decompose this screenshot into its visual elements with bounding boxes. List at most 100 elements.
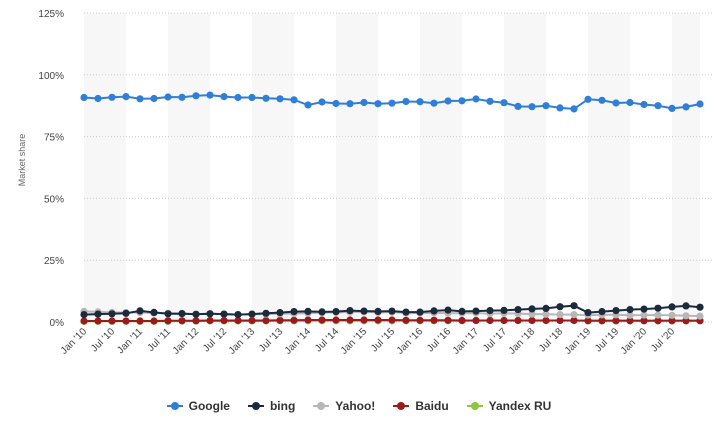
legend-item-yandex-ru[interactable]: Yandex RU (466, 399, 551, 413)
background-band (420, 13, 462, 322)
data-point (668, 317, 676, 325)
x-tick-label: Jan '16 (395, 326, 426, 357)
x-tick-label: Jul '15 (369, 326, 397, 354)
data-point (556, 303, 564, 311)
x-tick-label: Jul '20 (649, 326, 677, 354)
data-point (234, 311, 242, 319)
legend-label: Google (188, 399, 230, 413)
data-point (220, 310, 228, 318)
x-tick-label: Jan '17 (451, 326, 482, 357)
data-point (444, 97, 452, 105)
background-band (168, 13, 210, 322)
x-tick-label: Jan '14 (283, 326, 314, 357)
y-tick-label: 75% (44, 133, 64, 144)
data-point (178, 310, 186, 318)
data-point (598, 96, 606, 104)
data-point (654, 317, 662, 325)
data-point (514, 306, 522, 314)
background-band (84, 13, 126, 322)
data-point (122, 93, 130, 101)
data-point (192, 310, 200, 318)
data-point (472, 316, 480, 325)
data-point (94, 317, 102, 325)
data-point (360, 316, 368, 324)
y-tick-label: 0% (50, 318, 65, 329)
background-band (588, 13, 630, 322)
data-point (290, 308, 298, 316)
data-point (682, 312, 690, 320)
legend-item-google[interactable]: Google (166, 399, 230, 413)
data-point (318, 308, 326, 316)
data-point (290, 316, 298, 324)
data-point (402, 316, 410, 324)
x-tick-label: Jan '20 (619, 326, 650, 357)
x-tick-label: Jul '14 (313, 326, 341, 354)
data-point (626, 98, 634, 107)
data-point (276, 316, 284, 324)
data-point (486, 97, 494, 105)
x-tick-label: Jul '17 (481, 326, 509, 354)
x-tick-label: Jan '12 (171, 326, 202, 357)
legend-marker-icon (166, 401, 183, 411)
data-point (332, 308, 340, 316)
y-tick-label: 125% (38, 9, 64, 20)
data-point (332, 316, 340, 324)
legend-item-baidu[interactable]: Baidu (393, 399, 449, 413)
data-point (248, 310, 256, 318)
data-point (528, 305, 536, 313)
data-point (416, 308, 424, 316)
data-point (388, 316, 396, 324)
data-point (570, 105, 578, 113)
data-point (304, 316, 312, 324)
data-point (542, 304, 550, 312)
series-baidu (80, 316, 704, 325)
data-point (668, 303, 676, 311)
data-point (444, 316, 452, 324)
data-point (178, 317, 186, 325)
data-point (584, 95, 592, 103)
legend-item-yahoo-[interactable]: Yahoo! (313, 399, 375, 413)
y-tick-label: 100% (38, 71, 64, 82)
data-point (500, 306, 508, 314)
data-point (108, 317, 116, 325)
data-point (136, 95, 144, 103)
data-point (626, 311, 634, 319)
x-tick-label: Jul '11 (146, 326, 174, 354)
data-point (374, 100, 382, 108)
legend-label: Yahoo! (335, 399, 376, 413)
data-point (500, 316, 508, 325)
data-point (346, 316, 354, 324)
data-point (262, 316, 270, 325)
data-point (486, 316, 494, 325)
data-point (682, 317, 690, 325)
legend-label: Baidu (415, 399, 449, 413)
legend: Google bing Yahoo! Baidu Yandex RU (0, 396, 718, 416)
data-point (528, 316, 536, 325)
y-axis-title: Market share (17, 134, 27, 187)
data-point (402, 97, 410, 106)
data-point (654, 311, 662, 319)
data-point (626, 306, 634, 314)
x-tick-label: Jul '18 (537, 326, 565, 354)
legend-marker-icon (466, 401, 483, 411)
data-point (444, 306, 452, 314)
data-point (178, 93, 186, 101)
data-point (654, 102, 662, 110)
data-point (640, 305, 648, 313)
data-point (612, 99, 620, 107)
x-tick-label: Jan '10 (59, 326, 90, 357)
data-point (556, 104, 564, 112)
data-point (108, 93, 116, 101)
data-point (220, 93, 228, 101)
data-point (150, 308, 158, 316)
data-point (472, 307, 480, 315)
data-point (164, 317, 172, 325)
x-tick-label: Jan '15 (339, 326, 370, 357)
data-point (430, 307, 438, 315)
x-tick-label: Jul '10 (89, 326, 117, 354)
data-point (682, 302, 690, 310)
data-point (206, 91, 214, 99)
legend-item-bing[interactable]: bing (247, 399, 295, 413)
data-point (192, 317, 200, 325)
